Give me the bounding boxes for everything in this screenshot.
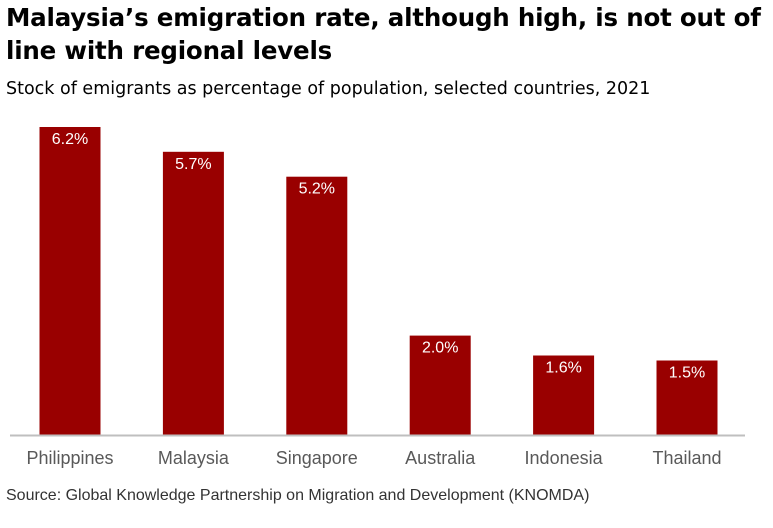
bar-chart: 6.2% 5.7% 5.2% 2.0% 1.6% 1.5% Philippines Mala… <box>10 127 745 468</box>
x-tick-label-australia: Australia <box>405 448 476 468</box>
x-tick-labels-group: Philippines Malaysia Singapore Australia Ind… <box>26 448 721 468</box>
bar-philippines <box>39 127 101 435</box>
bar-singapore <box>286 176 348 435</box>
x-tick-label-malaysia: Malaysia <box>158 448 230 468</box>
x-tick-label-philippines: Philippines <box>26 448 113 468</box>
chart-subtitle: Stock of emigrants as percentage of popu… <box>6 79 651 99</box>
bar-malaysia <box>162 151 224 436</box>
data-label-philippines: 6.2% <box>52 131 88 148</box>
chart-title: Malaysia’s emigration rate, although hig… <box>6 3 761 65</box>
bar-indonesia <box>533 355 595 435</box>
x-tick-label-singapore: Singapore <box>276 448 358 468</box>
x-tick-label-thailand: Thailand <box>652 448 721 468</box>
data-label-indonesia: 1.6% <box>545 360 581 377</box>
data-label-thailand: 1.5% <box>669 365 705 382</box>
bar-thailand <box>656 360 718 435</box>
source-note: Source: Global Knowledge Partnership on … <box>6 487 590 504</box>
data-label-malaysia: 5.7% <box>175 156 211 173</box>
bars-group: 6.2% 5.7% 5.2% 2.0% 1.6% 1.5% <box>39 127 718 436</box>
data-label-singapore: 5.2% <box>299 181 335 198</box>
bar-australia <box>409 335 471 435</box>
data-label-australia: 2.0% <box>422 340 458 357</box>
x-tick-label-indonesia: Indonesia <box>525 448 604 468</box>
